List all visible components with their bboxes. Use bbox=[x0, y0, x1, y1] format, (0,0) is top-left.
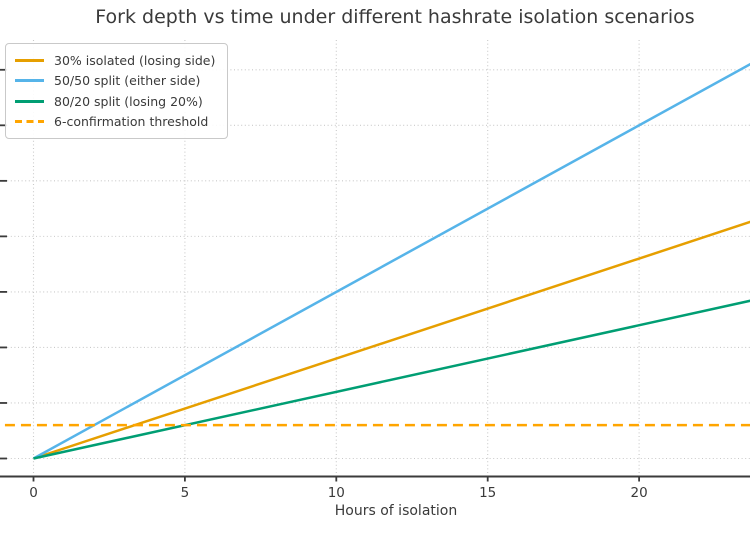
legend-line-sample-solid bbox=[15, 58, 44, 62]
x-tick-label: 15 bbox=[479, 485, 496, 501]
legend: 30% isolated (losing side) 50/50 split (… bbox=[5, 43, 229, 139]
legend-item-label: 30% isolated (losing side) bbox=[54, 52, 216, 68]
x-tick-label: 10 bbox=[328, 485, 345, 501]
x-tick-label: 20 bbox=[631, 485, 648, 501]
legend-item-label: 80/20 split (losing 20%) bbox=[54, 93, 203, 109]
legend-line-sample-dashed bbox=[15, 120, 44, 124]
legend-item: 30% isolated (losing side) bbox=[15, 50, 215, 71]
x-tick-label: 5 bbox=[181, 485, 190, 501]
legend-line-sample-solid bbox=[15, 79, 44, 83]
legend-item: 50/50 split (either side) bbox=[15, 71, 215, 92]
legend-item-label: 50/50 split (either side) bbox=[54, 73, 201, 89]
chart-title: Fork depth vs time under different hashr… bbox=[95, 6, 695, 28]
series-line bbox=[32, 62, 750, 460]
series-line bbox=[33, 299, 750, 460]
legend-line-sample-solid bbox=[15, 99, 44, 103]
series-line bbox=[33, 220, 750, 460]
legend-item-label: 6-confirmation threshold bbox=[54, 114, 209, 130]
x-tick-label: 0 bbox=[29, 485, 38, 501]
legend-item: 6-confirmation threshold bbox=[15, 112, 215, 133]
x-axis-label: Hours of isolation bbox=[334, 503, 458, 519]
legend-item: 80/20 split (losing 20%) bbox=[15, 91, 215, 112]
